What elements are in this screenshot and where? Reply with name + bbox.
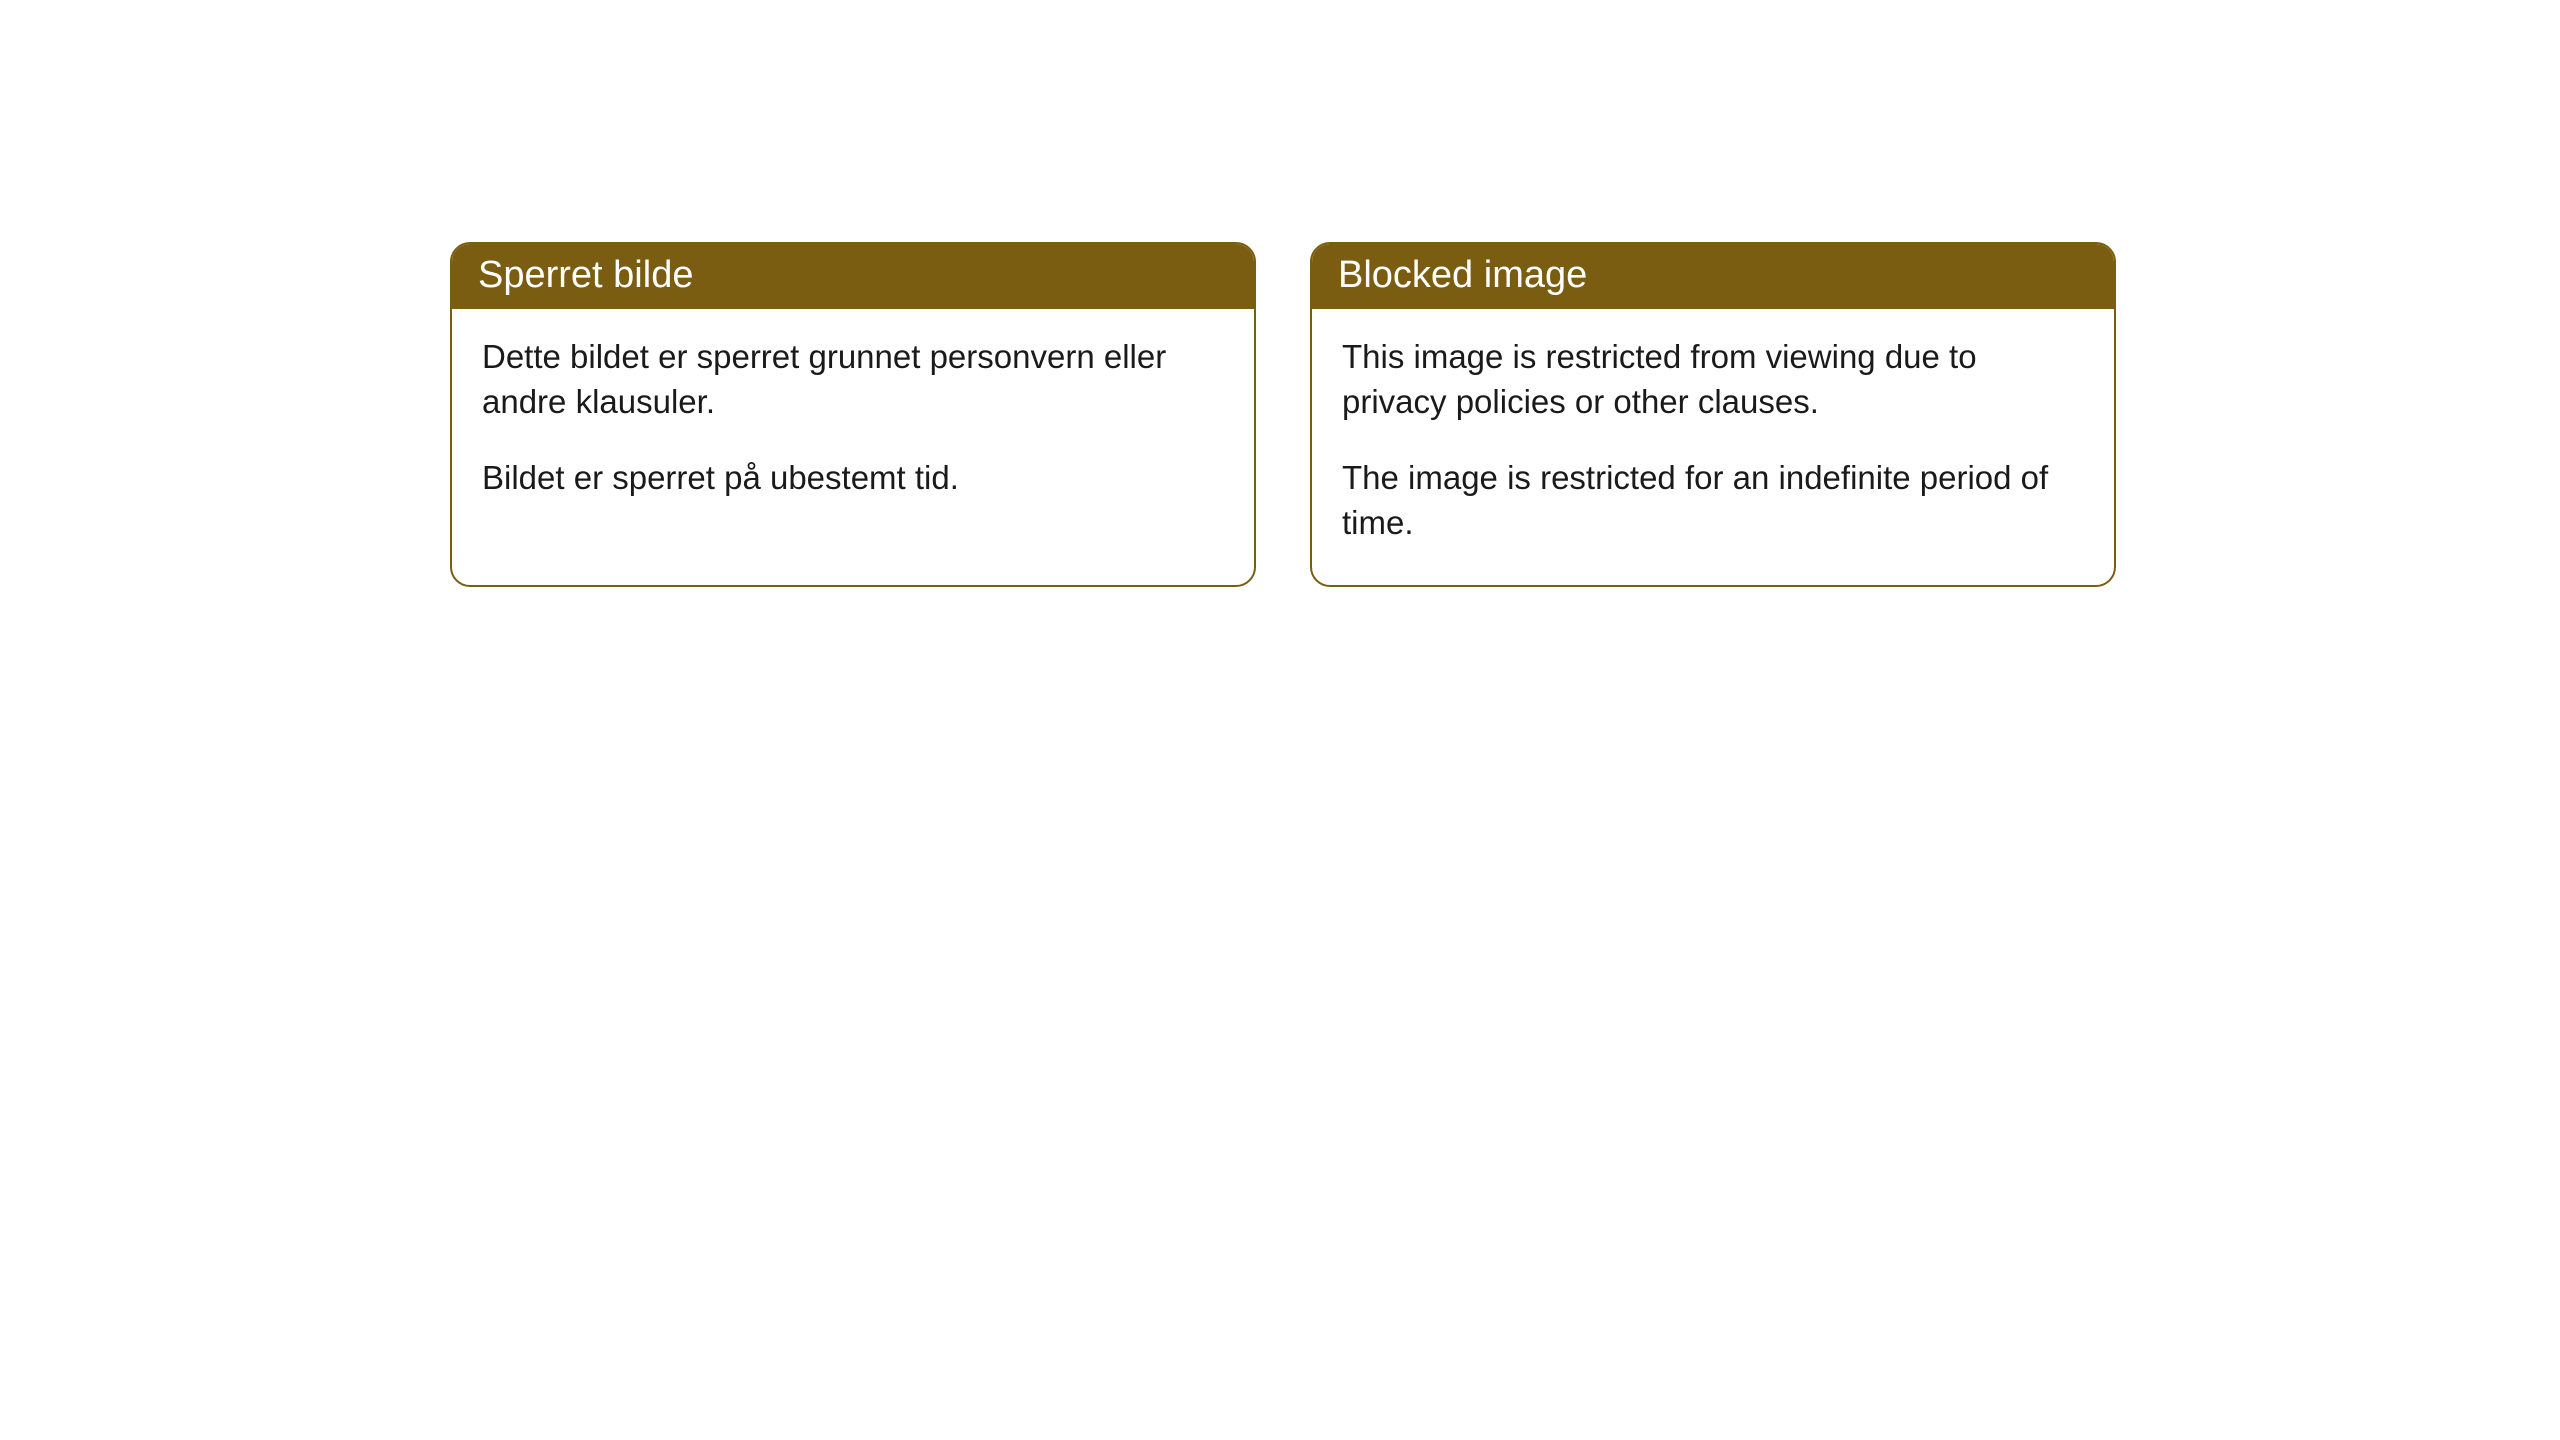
card-body: This image is restricted from viewing du… — [1312, 309, 2114, 585]
card-paragraph: Bildet er sperret på ubestemt tid. — [482, 456, 1224, 501]
card-paragraph: This image is restricted from viewing du… — [1342, 335, 2084, 424]
notice-cards-container: Sperret bilde Dette bildet er sperret gr… — [0, 0, 2560, 587]
card-body: Dette bildet er sperret grunnet personve… — [452, 309, 1254, 541]
card-paragraph: Dette bildet er sperret grunnet personve… — [482, 335, 1224, 424]
blocked-image-card-english: Blocked image This image is restricted f… — [1310, 242, 2116, 587]
card-paragraph: The image is restricted for an indefinit… — [1342, 456, 2084, 545]
card-title: Blocked image — [1338, 254, 1587, 296]
card-title: Sperret bilde — [478, 254, 693, 296]
card-header: Blocked image — [1312, 244, 2114, 309]
blocked-image-card-norwegian: Sperret bilde Dette bildet er sperret gr… — [450, 242, 1256, 587]
card-header: Sperret bilde — [452, 244, 1254, 309]
